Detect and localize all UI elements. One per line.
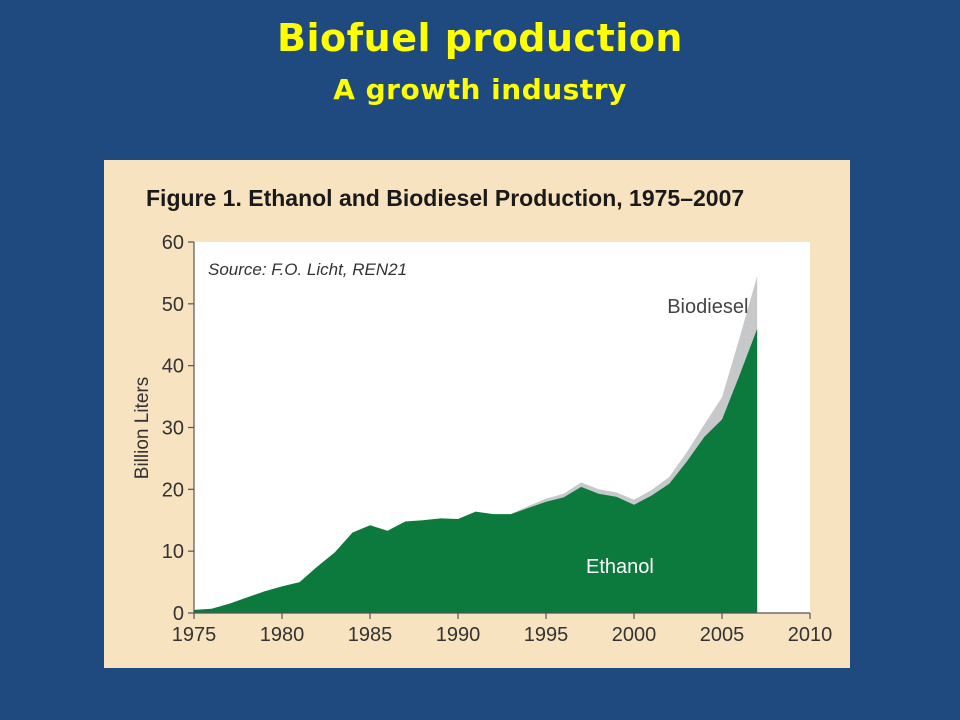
x-tick-label: 2010 (788, 624, 833, 646)
y-axis-label: Billion Liters (132, 377, 153, 479)
y-tick-label: 50 (162, 294, 184, 316)
figure-panel: Figure 1. Ethanol and Biodiesel Producti… (104, 160, 850, 668)
production-chart: Figure 1. Ethanol and Biodiesel Producti… (132, 185, 833, 646)
y-tick-label: 20 (162, 479, 184, 501)
x-tick-label: 2000 (612, 624, 657, 646)
y-tick-label: 30 (162, 418, 184, 440)
y-tick-label: 60 (162, 232, 184, 254)
x-tick-label: 1975 (172, 624, 217, 646)
series-ethanol (194, 328, 758, 613)
slide-subtitle: A growth industry (333, 73, 627, 106)
y-tick-label: 40 (162, 356, 184, 378)
x-tick-label: 2005 (700, 624, 745, 646)
chart-title: Figure 1. Ethanol and Biodiesel Producti… (146, 185, 744, 211)
label-biodiesel: Biodiesel (667, 296, 748, 318)
y-tick-label: 10 (162, 541, 184, 563)
x-tick-label: 1985 (348, 624, 393, 646)
x-tick-label: 1980 (260, 624, 305, 646)
x-tick-label: 1990 (436, 624, 481, 646)
label-ethanol: Ethanol (586, 556, 654, 578)
x-tick-label: 1995 (524, 624, 569, 646)
y-tick-label: 0 (173, 603, 184, 625)
slide-title: Biofuel production (277, 16, 683, 60)
source-note: Source: F.O. Licht, REN21 (208, 260, 407, 279)
